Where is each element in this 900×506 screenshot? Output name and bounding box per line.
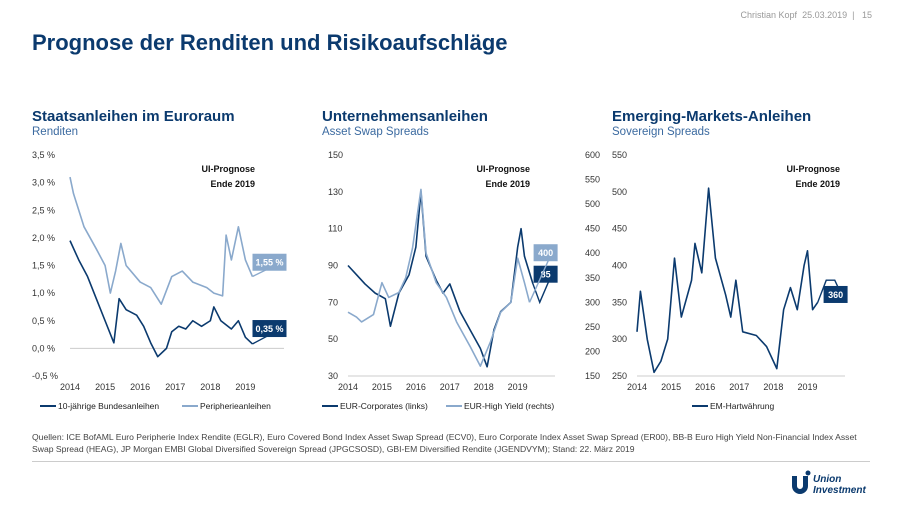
- forecast-annotation: Ende 2019: [210, 179, 255, 189]
- y2-tick-label: 450: [585, 224, 600, 234]
- x-tick-label: 2016: [406, 382, 426, 392]
- y-tick-label: 350: [612, 297, 627, 307]
- y2-tick-label: 150: [585, 371, 600, 381]
- y-tick-label: -0,5 %: [32, 371, 58, 381]
- forecast-annotation: UI-Prognose: [786, 164, 840, 174]
- y2-tick-label: 400: [585, 248, 600, 258]
- x-tick-label: 2019: [797, 382, 817, 392]
- legend-label: EUR-High Yield (rechts): [464, 401, 554, 411]
- y2-tick-label: 250: [585, 322, 600, 332]
- x-tick-label: 2017: [729, 382, 749, 392]
- forecast-label-box: [533, 244, 558, 262]
- series-line-0: [636, 187, 819, 374]
- y-tick-label: 50: [328, 334, 338, 344]
- forecast-label: 360: [828, 290, 843, 300]
- y2-tick-label: 550: [585, 175, 600, 185]
- y-tick-label: 150: [328, 150, 343, 160]
- series-line-1: [347, 188, 531, 367]
- sources-note: Quellen: ICE BofAML Euro Peripherie Inde…: [32, 432, 857, 454]
- forecast-annotation: UI-Prognose: [476, 164, 530, 174]
- y-tick-label: 0,0 %: [32, 343, 55, 353]
- forecast-annotation: Ende 2019: [795, 179, 840, 189]
- legend-label: EUR-Corporates (links): [340, 401, 428, 411]
- chart-1-title: Staatsanleihen im Euroraum: [32, 108, 235, 125]
- y-tick-label: 250: [612, 371, 627, 381]
- forecast-label: 0,35 %: [255, 324, 283, 334]
- page-title: Prognose der Renditen und Risikoaufschlä…: [32, 30, 508, 55]
- charts-canvas: 3,5 % 3,0 % 2,5 % 2,0 % 1,5 % 1,0 % 0,5 % 0,0 %…: [32, 150, 848, 411]
- forecast-label-box: [252, 320, 287, 338]
- y-tick-label: 500: [612, 187, 627, 197]
- legend-label: EM-Hartwährung: [710, 401, 775, 411]
- x-tick-label: 2019: [235, 382, 255, 392]
- y-tick-label: 300: [612, 334, 627, 344]
- chart-3-title: Emerging-Markets-Anleihen: [612, 108, 812, 125]
- chart-2-subtitle: Asset Swap Spreads: [322, 126, 429, 138]
- x-tick-label: 2014: [338, 382, 358, 392]
- y2-tick-label: 300: [585, 297, 600, 307]
- y-tick-label: 450: [612, 224, 627, 234]
- series-line-0: [347, 191, 534, 368]
- chart-1-subtitle: Renditen: [32, 126, 79, 138]
- x-tick-label: 2017: [440, 382, 460, 392]
- x-tick-label: 2018: [474, 382, 494, 392]
- forecast-annotation: Ende 2019: [485, 179, 530, 189]
- x-tick-label: 2016: [130, 382, 150, 392]
- legend-label: 10-jährige Bundesanleihen: [58, 401, 159, 411]
- y-tick-label: 550: [612, 150, 627, 160]
- y2-tick-label: 600: [585, 150, 600, 160]
- forecast-label: 1,55 %: [255, 258, 283, 268]
- x-tick-label: 2017: [165, 382, 185, 392]
- y-tick-label: 1,0 %: [32, 288, 55, 298]
- forecast-label: 85: [541, 270, 551, 280]
- y-tick-label: 1,5 %: [32, 261, 55, 271]
- date: 25.03.2019: [802, 10, 848, 20]
- y-tick-label: 2,5 %: [32, 205, 55, 215]
- chart-2-title: Unternehmensanleihen: [322, 108, 488, 125]
- y-tick-label: 3,5 %: [32, 150, 55, 160]
- union-investment-logo: Union Investment: [788, 470, 878, 503]
- y-tick-label: 90: [328, 261, 338, 271]
- x-tick-label: 2015: [372, 382, 392, 392]
- x-tick-label: 2018: [200, 382, 220, 392]
- legend-label: Peripherieanleihen: [200, 401, 271, 411]
- x-tick-label: 2019: [508, 382, 528, 392]
- forecast-line-1: [528, 252, 553, 303]
- forecast-annotation: UI-Prognose: [201, 164, 255, 174]
- y-tick-label: 2,0 %: [32, 233, 55, 243]
- logo-text-1: Union: [813, 474, 841, 485]
- chart-3-subtitle: Sovereign Spreads: [612, 126, 710, 138]
- forecast-label: 400: [538, 248, 553, 258]
- x-tick-label: 2015: [95, 382, 115, 392]
- forecast-label-box: [252, 253, 287, 271]
- logo-text-2: Investment: [813, 485, 866, 496]
- x-tick-label: 2014: [60, 382, 80, 392]
- divider: [32, 461, 870, 462]
- y2-tick-label: 200: [585, 346, 600, 356]
- slide-header: Christian Kopf 25.03.2019 | 15: [741, 10, 872, 20]
- logo-u-icon: Union Investment: [792, 470, 866, 496]
- series-line-1: [69, 176, 254, 305]
- y2-tick-label: 500: [585, 199, 600, 209]
- y-tick-label: 400: [612, 261, 627, 271]
- y-tick-label: 110: [328, 224, 342, 234]
- separator: |: [852, 10, 855, 20]
- y-tick-label: 130: [328, 187, 343, 197]
- y2-tick-label: 350: [585, 273, 600, 283]
- x-tick-label: 2014: [627, 382, 647, 392]
- y-tick-label: 3,0 %: [32, 178, 55, 188]
- y-tick-label: 70: [328, 297, 338, 307]
- forecast-label-box: [823, 285, 848, 303]
- y-tick-label: 30: [328, 371, 338, 381]
- author: Christian Kopf: [740, 10, 798, 20]
- x-tick-label: 2018: [763, 382, 783, 392]
- x-tick-label: 2016: [695, 382, 715, 392]
- y-tick-label: 0,5 %: [32, 316, 55, 326]
- x-tick-label: 2015: [661, 382, 681, 392]
- series-line-0: [69, 240, 253, 358]
- page-number: 15: [861, 10, 872, 20]
